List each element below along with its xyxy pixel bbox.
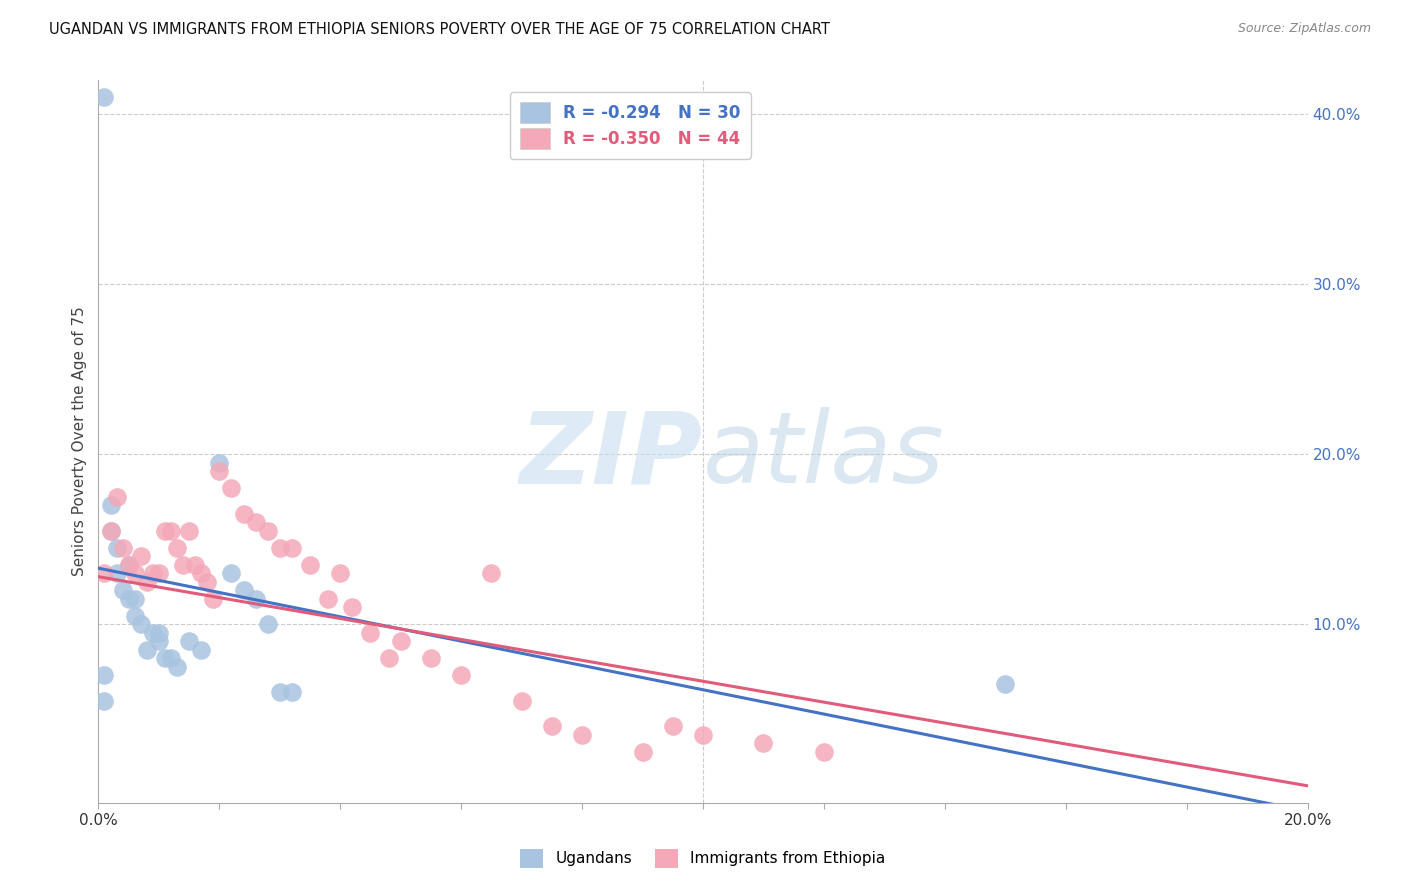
Point: [202, 591, 225, 606]
Point: [450, 668, 472, 682]
Point: [190, 642, 212, 657]
Point: [208, 464, 231, 478]
Point: [105, 541, 128, 555]
Point: [148, 634, 170, 648]
Point: [124, 566, 146, 581]
Point: [377, 651, 399, 665]
Point: [148, 566, 170, 581]
Point: [111, 583, 134, 598]
Point: [93, 694, 115, 708]
Point: [142, 625, 165, 640]
Point: [129, 549, 152, 564]
Point: [166, 541, 188, 555]
Point: [245, 591, 267, 606]
Point: [105, 490, 128, 504]
Point: [118, 558, 141, 572]
Point: [256, 617, 278, 632]
Point: [100, 498, 122, 512]
Point: [118, 558, 141, 572]
Point: [281, 685, 304, 699]
Point: [221, 481, 243, 495]
Point: [481, 566, 503, 581]
Point: [510, 694, 533, 708]
Legend: Ugandans, Immigrants from Ethiopia: Ugandans, Immigrants from Ethiopia: [515, 843, 891, 873]
Point: [232, 507, 254, 521]
Point: [93, 668, 115, 682]
Point: [360, 625, 382, 640]
Point: [540, 719, 562, 733]
Point: [105, 566, 128, 581]
Legend: R = -0.294   N = 30, R = -0.350   N = 44: R = -0.294 N = 30, R = -0.350 N = 44: [510, 92, 751, 159]
Point: [813, 745, 835, 759]
Point: [342, 600, 364, 615]
Point: [148, 625, 170, 640]
Point: [692, 728, 714, 742]
Point: [100, 524, 122, 538]
Y-axis label: Seniors Poverty Over the Age of 75: Seniors Poverty Over the Age of 75: [72, 307, 87, 576]
Point: [195, 574, 218, 589]
Point: [256, 524, 278, 538]
Point: [100, 524, 122, 538]
Point: [420, 651, 443, 665]
Point: [172, 558, 194, 572]
Point: [160, 524, 183, 538]
Point: [129, 617, 152, 632]
Point: [135, 642, 157, 657]
Point: [153, 524, 176, 538]
Point: [994, 677, 1017, 691]
Point: [135, 574, 157, 589]
Point: [179, 634, 201, 648]
Point: [752, 736, 775, 750]
Point: [118, 591, 141, 606]
Point: [124, 591, 146, 606]
Point: [389, 634, 412, 648]
Point: [124, 608, 146, 623]
Point: [269, 541, 291, 555]
Point: [166, 660, 188, 674]
Point: [142, 566, 165, 581]
Point: [299, 558, 322, 572]
Point: [281, 541, 304, 555]
Point: [661, 719, 683, 733]
Point: [316, 591, 339, 606]
Point: [221, 566, 243, 581]
Point: [208, 456, 231, 470]
Point: [245, 516, 267, 530]
Point: [111, 541, 134, 555]
Point: [571, 728, 593, 742]
Point: [190, 566, 212, 581]
Text: UGANDAN VS IMMIGRANTS FROM ETHIOPIA SENIORS POVERTY OVER THE AGE OF 75 CORRELATI: UGANDAN VS IMMIGRANTS FROM ETHIOPIA SENI…: [49, 22, 830, 37]
Point: [269, 685, 291, 699]
Point: [153, 651, 176, 665]
Point: [329, 566, 352, 581]
Point: [179, 524, 201, 538]
Point: [160, 651, 183, 665]
Text: atlas: atlas: [703, 408, 945, 505]
Point: [232, 583, 254, 598]
Text: Source: ZipAtlas.com: Source: ZipAtlas.com: [1237, 22, 1371, 36]
Point: [631, 745, 654, 759]
Point: [93, 566, 115, 581]
Point: [184, 558, 207, 572]
Text: ZIP: ZIP: [520, 408, 703, 505]
Point: [93, 90, 115, 104]
